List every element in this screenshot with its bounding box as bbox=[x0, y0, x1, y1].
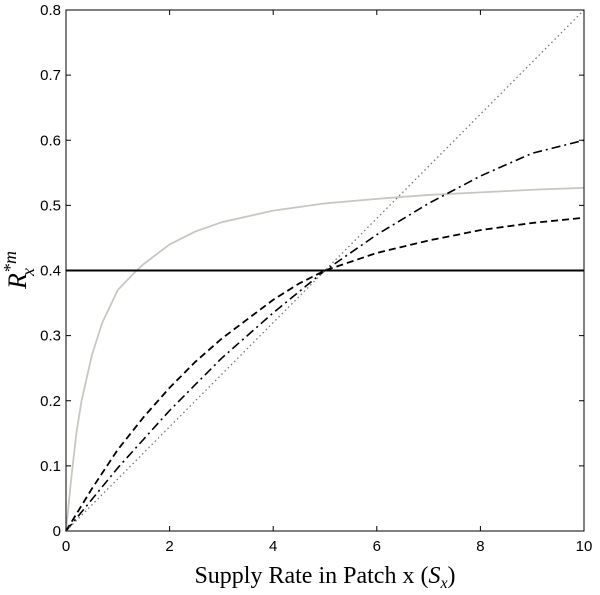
y-tick-label: 0.5 bbox=[40, 197, 61, 214]
x-tick-label: 0 bbox=[62, 538, 70, 555]
y-tick-label: 0.3 bbox=[40, 328, 61, 345]
x-tick-label: 6 bbox=[373, 538, 381, 555]
y-axis-title: R*mx bbox=[0, 251, 38, 290]
svg-text:R*mx: R*mx bbox=[0, 251, 38, 290]
y-axis: 0 0.1 0.2 0.3 0.4 0.5 0.6 0.7 0.8 bbox=[40, 2, 584, 540]
x-tick-label: 8 bbox=[476, 538, 484, 555]
x-tick-label: 4 bbox=[269, 538, 277, 555]
y-tick-label: 0.8 bbox=[40, 2, 61, 19]
y-tick-label: 0.6 bbox=[40, 132, 61, 149]
series-layer bbox=[65, 9, 585, 532]
x-axis: 0 2 4 6 8 10 bbox=[62, 10, 593, 555]
x-axis-title: Supply Rate in Patch x (Sx) bbox=[194, 563, 455, 592]
y-tick-label: 0.2 bbox=[40, 393, 61, 410]
y-tick-label: 0.1 bbox=[40, 458, 61, 475]
series-line-solid-gray bbox=[65, 186, 585, 532]
y-tick-label: 0.4 bbox=[40, 263, 61, 280]
series-line-dash-dot bbox=[65, 139, 585, 532]
series-line-dotted bbox=[65, 9, 585, 532]
x-tick-label: 2 bbox=[165, 538, 173, 555]
y-tick-label: 0.7 bbox=[40, 67, 61, 84]
series-line-dashed bbox=[65, 216, 585, 532]
x-tick-label: 10 bbox=[576, 538, 593, 555]
y-tick-label: 0 bbox=[53, 523, 61, 540]
